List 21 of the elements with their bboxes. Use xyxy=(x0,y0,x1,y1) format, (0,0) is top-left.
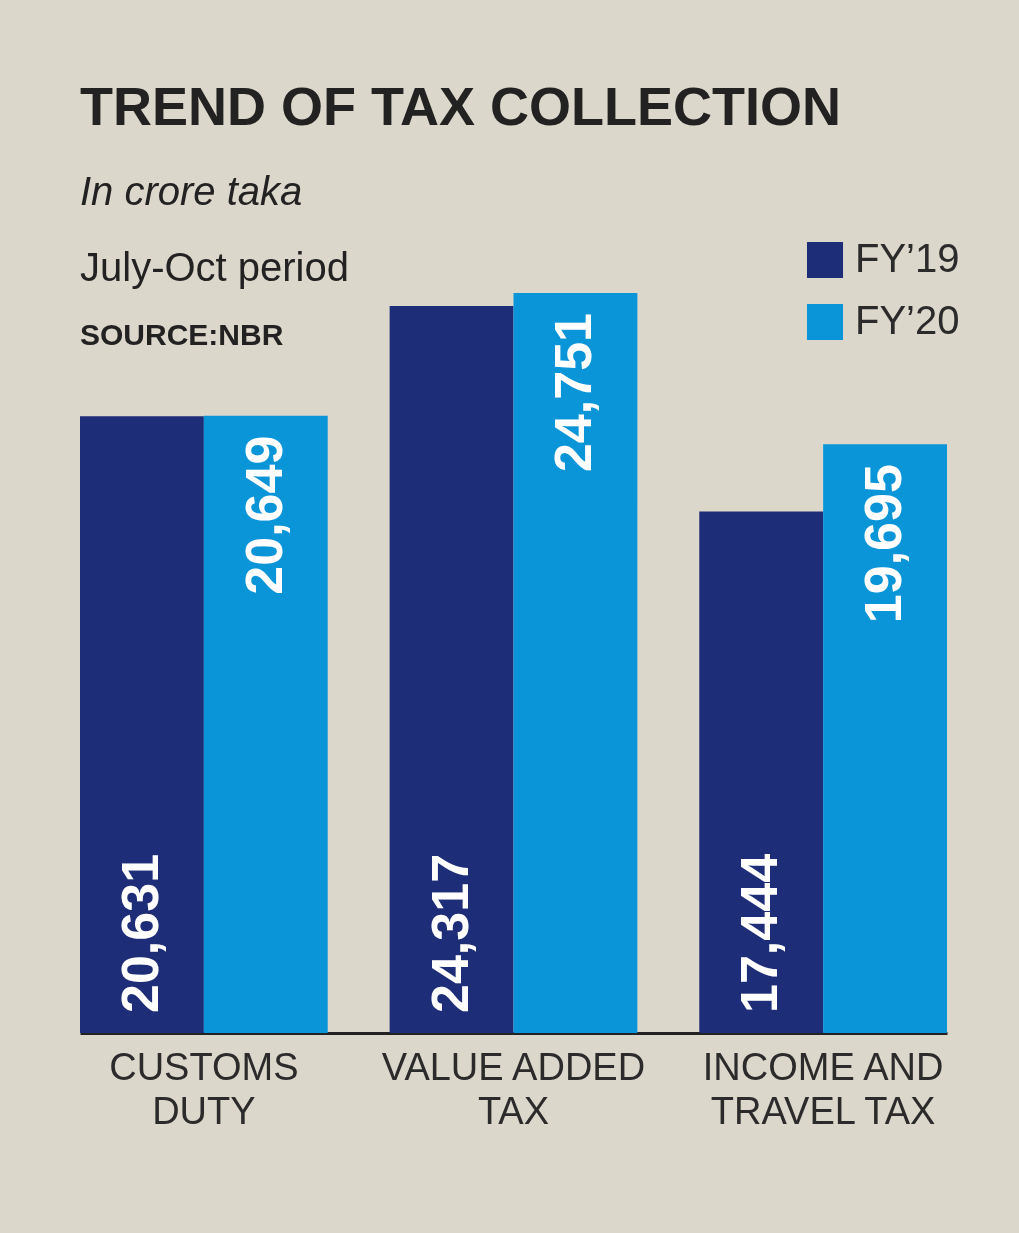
bar xyxy=(389,305,514,1033)
data-label: 24,751 xyxy=(544,313,603,473)
x-tick-label: CUSTOMS DUTY xyxy=(109,1045,299,1132)
data-label: 20,649 xyxy=(234,435,293,595)
legend-label: FY’19 xyxy=(855,236,960,280)
bar xyxy=(80,416,204,1033)
data-label: 17,444 xyxy=(730,853,789,1013)
bar xyxy=(513,293,638,1033)
bar xyxy=(823,444,947,1033)
annotation: SOURCE:NBR xyxy=(80,318,284,351)
x-tick-label: VALUE ADDED TAX xyxy=(381,1045,646,1132)
chart-title: TREND OF TAX COLLECTION xyxy=(80,76,841,136)
text: July-Oct period xyxy=(80,245,349,289)
bar xyxy=(203,415,328,1033)
bar xyxy=(699,511,824,1033)
data-label: 24,317 xyxy=(420,853,479,1013)
x-tick-label: INCOME AND TRAVEL TAX xyxy=(702,1045,944,1132)
data-label: 19,695 xyxy=(854,464,913,624)
data-label: 20,631 xyxy=(110,853,169,1013)
chart-subtitle: In crore taka xyxy=(80,169,303,213)
legend-label: FY’20 xyxy=(855,298,960,342)
